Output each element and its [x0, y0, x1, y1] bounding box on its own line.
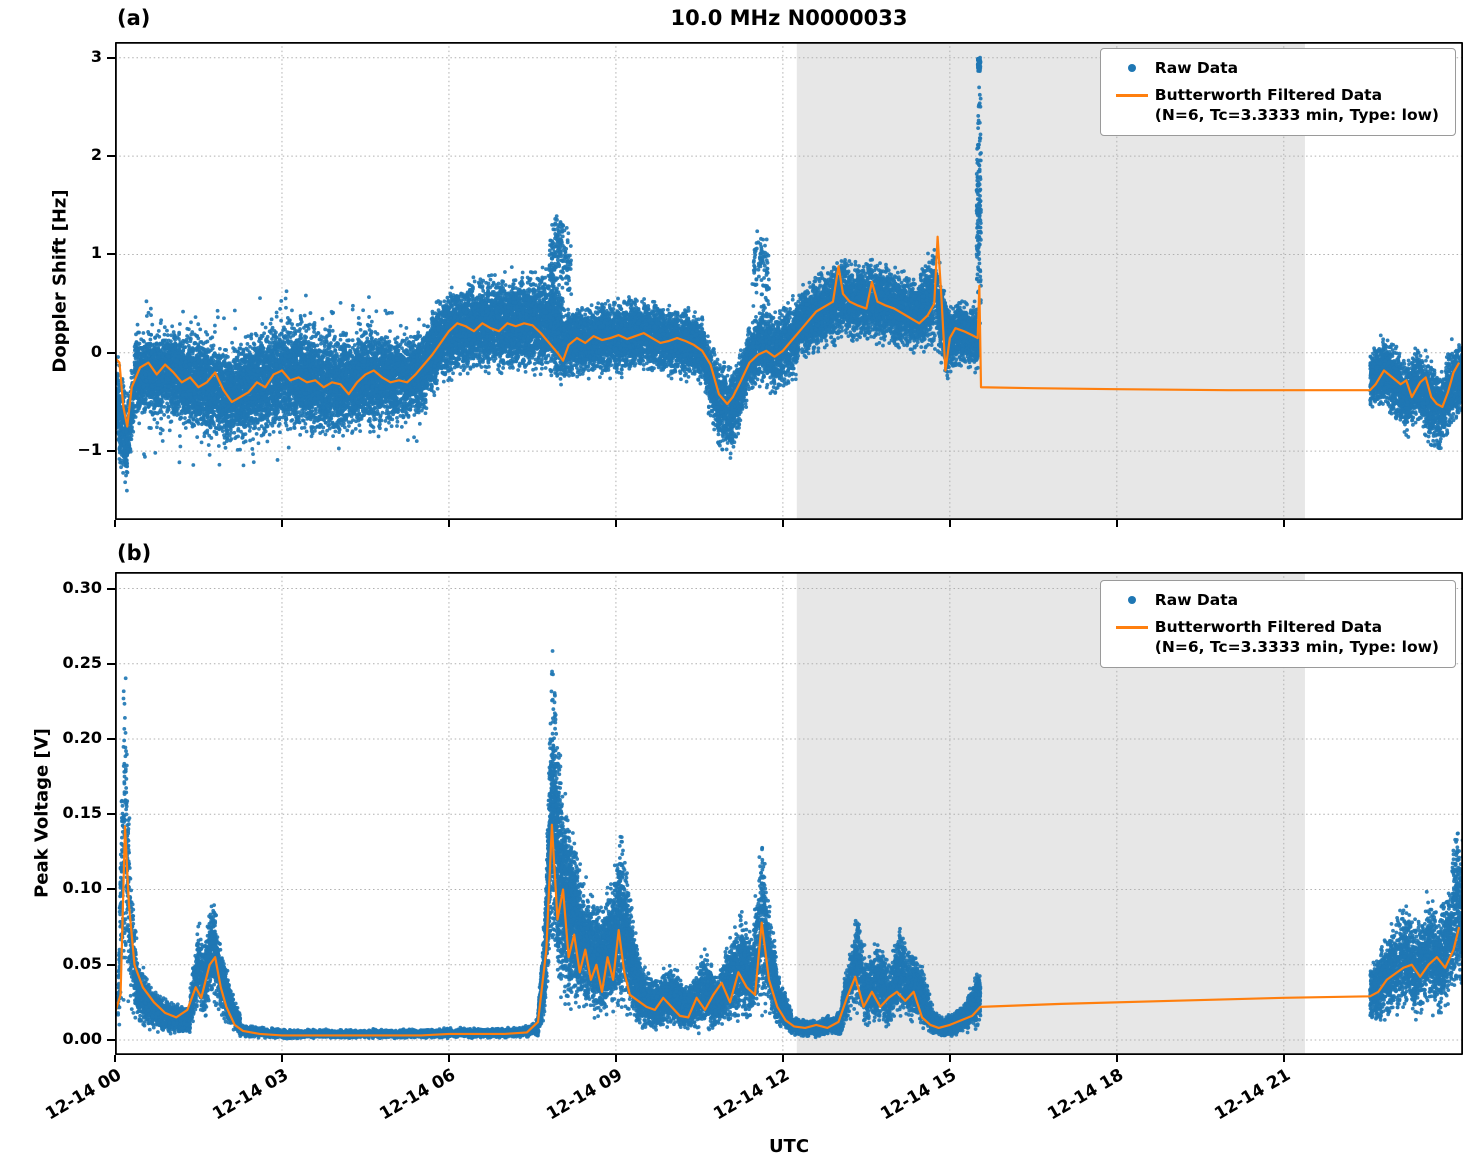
x-tick-mark [614, 1055, 617, 1062]
panel-b-legend: Raw Data Butterworth Filtered Data (N=6,… [1099, 580, 1456, 669]
x-tick-mark [948, 520, 951, 527]
y-tick-mark [107, 56, 115, 59]
x-tick-mark [447, 520, 450, 527]
x-tick-mark [948, 1055, 951, 1062]
y-tick-mark [107, 813, 115, 816]
y-tick-mark [107, 351, 115, 354]
filtered-line-icon [1109, 617, 1155, 630]
figure-title: 10.0 MHz N0000033 [670, 6, 908, 30]
x-tick-mark [114, 1055, 116, 1062]
ytick-label: 0.10 [62, 878, 102, 898]
legend-raw-label: Raw Data [1154, 591, 1239, 609]
x-tick-mark [1282, 520, 1285, 527]
y-tick-mark [107, 738, 115, 741]
x-tick-mark [614, 520, 617, 527]
xtick-label: 12-14 09 [543, 1065, 626, 1125]
raw-data-marker-icon [1109, 596, 1155, 605]
panel-b-tag: (b) [117, 541, 152, 565]
filtered-line-icon [1109, 85, 1155, 98]
legend-filtered-label: Butterworth Filtered Data (N=6, Tc=3.333… [1155, 617, 1439, 657]
xtick-label: 12-14 21 [1211, 1065, 1294, 1125]
x-axis-label: UTC [768, 1136, 810, 1157]
y-tick-mark [107, 888, 115, 891]
xtick-label: 12-14 12 [710, 1065, 793, 1125]
x-tick-mark [447, 1055, 450, 1062]
ytick-label: 0 [90, 341, 102, 361]
ytick-label: 0.00 [62, 1028, 102, 1048]
y-tick-mark [107, 963, 115, 966]
ytick-label: −1 [77, 440, 102, 460]
ytick-label: 3 [90, 46, 102, 66]
ytick-label: 0.20 [62, 728, 102, 748]
raw-data-marker-icon [1109, 64, 1155, 73]
x-tick-mark [114, 520, 116, 527]
x-tick-mark [781, 520, 784, 527]
ytick-label: 2 [90, 145, 102, 165]
x-tick-mark [1282, 1055, 1285, 1062]
legend-raw-entry: Raw Data [1109, 58, 1439, 78]
x-tick-mark [781, 1055, 784, 1062]
legend-filtered-label-line2: (N=6, Tc=3.3333 min, Type: low) [1154, 106, 1439, 125]
y-tick-mark [107, 155, 115, 158]
x-tick-mark [280, 1055, 283, 1062]
y-tick-mark [107, 662, 115, 665]
xtick-label: 12-14 18 [1044, 1065, 1127, 1125]
legend-filtered-entry: Butterworth Filtered Data (N=6, Tc=3.333… [1109, 617, 1439, 657]
legend-filtered-label-line2: (N=6, Tc=3.3333 min, Type: low) [1154, 638, 1439, 657]
y-tick-mark [107, 587, 115, 590]
legend-raw-entry: Raw Data [1109, 590, 1439, 610]
y-tick-mark [107, 1038, 115, 1041]
xtick-label: 12-14 06 [376, 1065, 459, 1125]
ytick-label: 0.15 [62, 803, 102, 823]
ytick-label: 0.25 [62, 652, 102, 672]
legend-filtered-entry: Butterworth Filtered Data (N=6, Tc=3.333… [1109, 85, 1439, 125]
y-tick-mark [107, 450, 115, 453]
legend-raw-label: Raw Data [1154, 59, 1239, 77]
x-tick-mark [1115, 1055, 1118, 1062]
xtick-label: 12-14 03 [209, 1065, 292, 1125]
legend-filtered-label: Butterworth Filtered Data (N=6, Tc=3.333… [1155, 85, 1439, 125]
x-tick-mark [1115, 520, 1118, 527]
xtick-label: 12-14 15 [877, 1065, 960, 1125]
x-tick-mark [280, 520, 283, 527]
panel-a-legend: Raw Data Butterworth Filtered Data (N=6,… [1099, 48, 1456, 137]
legend-filtered-label-line1: Butterworth Filtered Data [1154, 618, 1383, 637]
ytick-label: 1 [90, 243, 102, 263]
panel-a-tag: (a) [117, 6, 151, 30]
xtick-label: 12-14 00 [42, 1065, 125, 1125]
ytick-label: 0.30 [62, 577, 102, 597]
legend-filtered-label-line1: Butterworth Filtered Data [1154, 86, 1383, 105]
ytick-label: 0.05 [62, 953, 102, 973]
y-tick-mark [107, 253, 115, 256]
